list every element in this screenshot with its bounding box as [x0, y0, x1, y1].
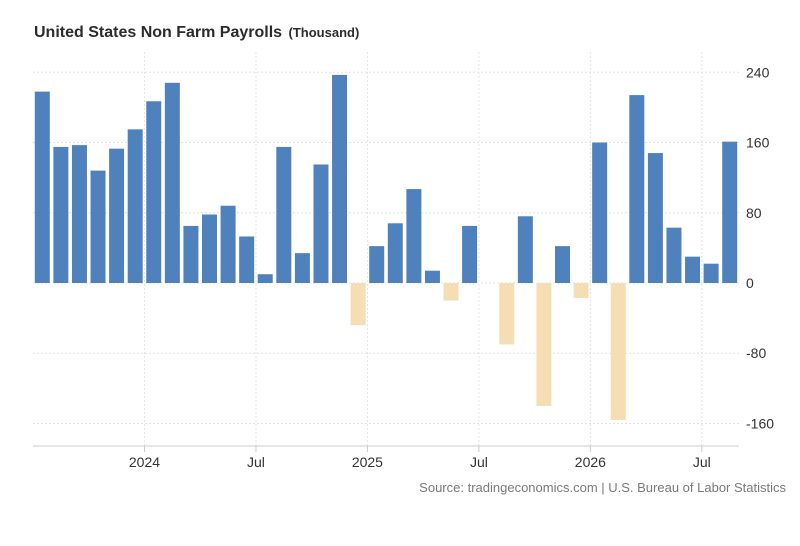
bar	[239, 236, 255, 283]
bars-group	[34, 74, 738, 420]
bar	[647, 153, 663, 283]
y-tick-label: 160	[746, 135, 770, 151]
bar	[406, 189, 422, 283]
y-axis-ticks: 240 160 80 0 -80 -160	[746, 64, 774, 431]
chart-title: United States Non Farm Payrolls (Thousan…	[34, 24, 359, 42]
bar	[34, 91, 50, 283]
bar	[369, 246, 385, 283]
unit-label: (Thousand)	[288, 25, 360, 40]
bar	[610, 283, 626, 420]
bar	[183, 225, 199, 283]
bar	[573, 283, 589, 298]
bar	[202, 214, 217, 283]
bar	[164, 82, 180, 283]
bar	[387, 223, 403, 283]
bar	[517, 216, 533, 283]
bar	[220, 205, 236, 283]
bar	[313, 164, 329, 283]
x-axis-ticks: 2024 Jul 2025 Jul 2026 Jul	[129, 454, 711, 470]
bar	[350, 283, 366, 326]
bar	[666, 227, 682, 283]
bar	[424, 270, 440, 283]
bar	[276, 146, 292, 283]
bar	[53, 146, 69, 283]
y-tick-label: 240	[746, 64, 770, 80]
x-tick-label: 2026	[575, 454, 606, 470]
y-tick-label: 0	[746, 275, 754, 291]
x-tick-label: 2024	[129, 454, 160, 470]
y-tick-label: 80	[746, 205, 762, 221]
bar	[127, 129, 143, 283]
bar	[462, 225, 478, 283]
bar	[146, 101, 162, 283]
bar	[685, 256, 701, 283]
bar	[592, 142, 608, 283]
bar	[536, 283, 552, 406]
x-tick-label: 2025	[352, 454, 383, 470]
bar	[90, 170, 106, 283]
source-note: Source: tradingeconomics.com | U.S. Bure…	[419, 480, 786, 495]
x-tick-label: Jul	[247, 454, 265, 470]
bar	[555, 246, 570, 283]
bar	[703, 263, 719, 283]
bar	[294, 253, 310, 283]
bar	[443, 283, 459, 301]
bar	[109, 148, 125, 283]
y-tick-label: -160	[746, 415, 774, 431]
y-tick-label: -80	[746, 345, 766, 361]
bar	[71, 145, 87, 283]
title-text: United States Non Farm Payrolls	[34, 24, 283, 41]
bar	[332, 74, 348, 283]
x-tick-label: Jul	[693, 454, 711, 470]
bar	[257, 274, 273, 283]
x-tick-label: Jul	[470, 454, 488, 470]
bar	[629, 95, 645, 283]
bar	[722, 141, 738, 283]
bar	[499, 283, 515, 345]
